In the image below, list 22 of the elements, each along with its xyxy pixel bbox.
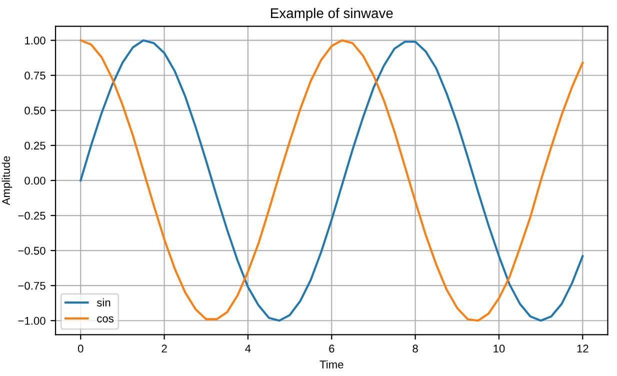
y-tick-label: −0.25	[18, 212, 46, 220]
y-tick-label: −0.50	[18, 246, 46, 255]
y-tick-label: 1.00	[25, 36, 46, 44]
x-tick-label: 8	[412, 344, 418, 353]
y-tick-label: 0.25	[24, 142, 46, 150]
y-tick-label: 0.50	[24, 106, 46, 115]
y-tick-label: −1.00	[18, 316, 46, 325]
y-tick-label: 0.00	[24, 176, 46, 185]
legend-label: cos	[97, 316, 114, 322]
y-axis-title: Amplitude	[2, 156, 12, 206]
x-tick-label: 12	[577, 344, 588, 352]
x-axis-title: Time	[320, 360, 344, 368]
line-series	[80, 39, 584, 322]
x-tick-label: 0	[78, 344, 84, 353]
y-tick-label: −0.75	[18, 282, 46, 290]
legend-label: sin	[96, 298, 110, 307]
y-tick-label: 0.75	[24, 72, 46, 80]
x-tick-label: 2	[162, 344, 167, 352]
x-tick-label: 6	[329, 344, 334, 353]
x-tick-label: 10	[494, 344, 505, 353]
chart-title: Example of sinwave	[271, 8, 393, 21]
x-tick-label: 4	[245, 344, 251, 352]
